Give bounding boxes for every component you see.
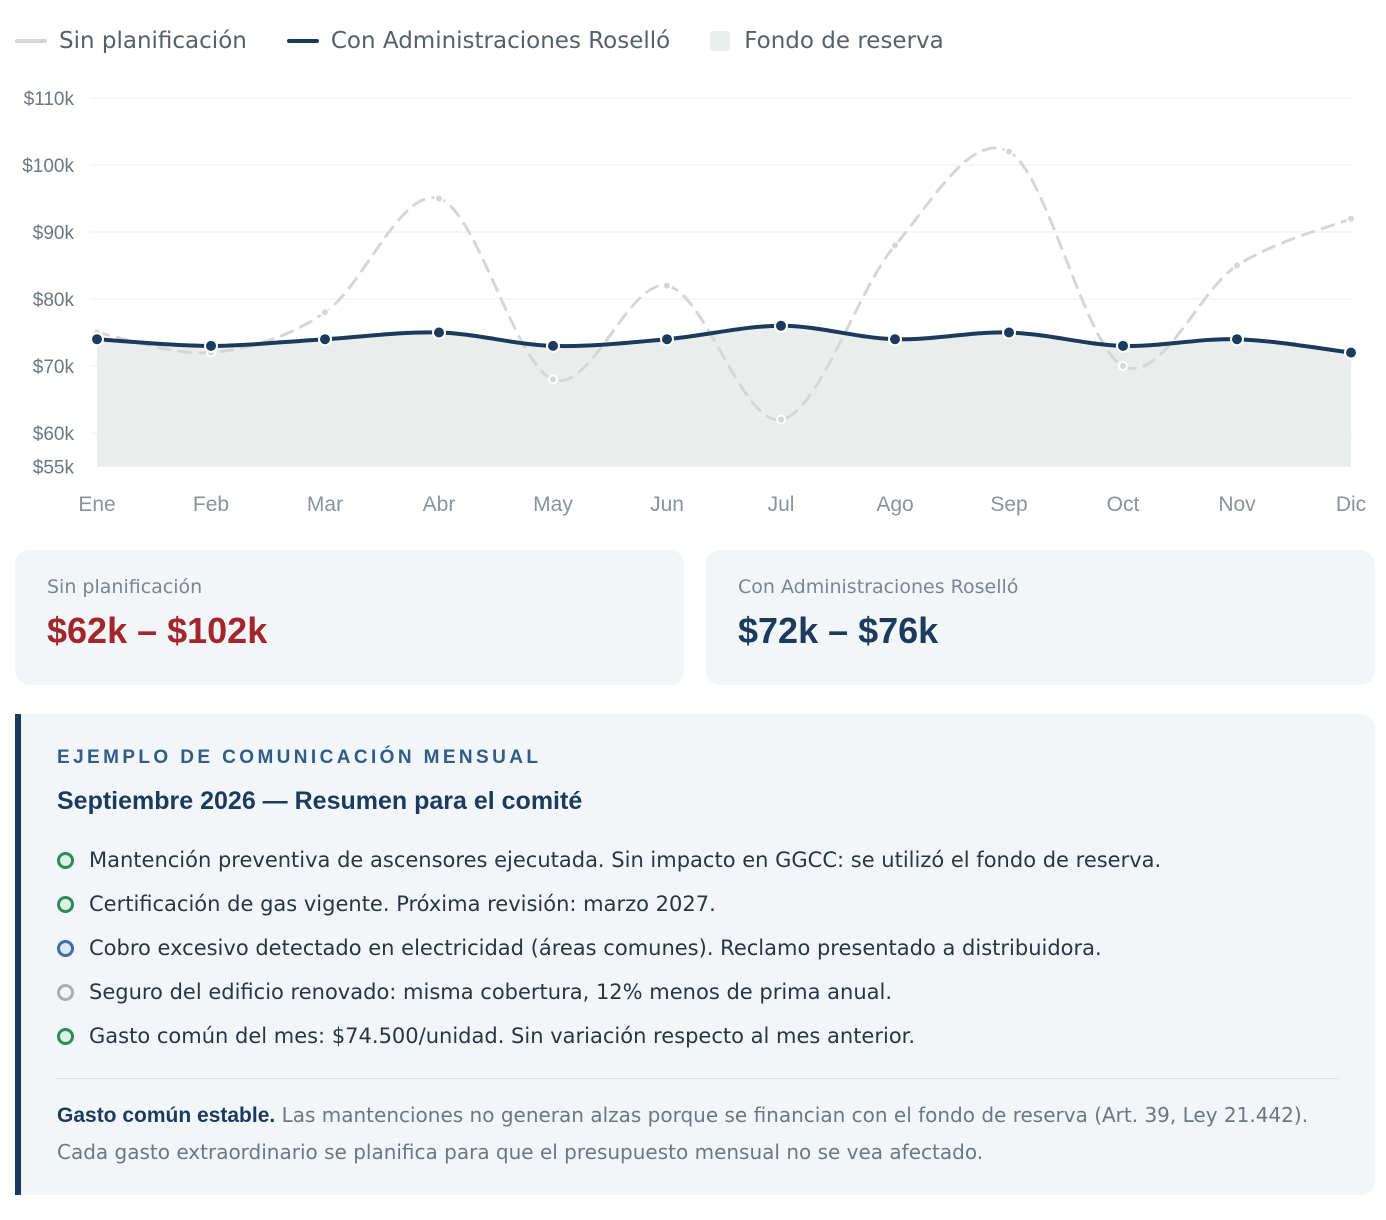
x-tick-label: Abr (423, 493, 456, 516)
legend-label: Fondo de reserva (744, 28, 944, 54)
y-tick-label: $70k (33, 357, 75, 378)
card-label: Sin planificación (47, 576, 203, 598)
line-chart: $110k $100k $90k $80k $70k $60k $55k Ene Feb Mar… (22, 89, 1366, 516)
y-tick-label: $60k (33, 424, 75, 445)
circle-status-icon (57, 939, 74, 957)
card-value-range: $72k – $76k (738, 610, 939, 651)
section-eyebrow: EJEMPLO DE COMUNICACIÓN MENSUAL (57, 747, 542, 768)
divider (57, 1078, 1339, 1079)
x-tick-label: Oct (1107, 493, 1140, 516)
card-label: Con Administraciones Roselló (738, 576, 1019, 598)
list-item-text: Gasto común del mes: $74.500/unidad. Sin… (89, 1024, 916, 1048)
x-tick-label: Mar (307, 493, 343, 516)
x-tick-label: Dic (1336, 493, 1366, 516)
card-value-range: $62k – $102k (47, 610, 268, 651)
list-item-text: Mantención preventiva de ascensores ejec… (89, 848, 1162, 872)
y-tick-label: $90k (33, 223, 75, 244)
legend-label: Con Administraciones Roselló (330, 28, 671, 54)
data-point-con-administraciones-rosello (432, 325, 446, 340)
data-point-con-administraciones-rosello (546, 338, 560, 353)
list-item-text: Seguro del edificio renovado: misma cobe… (89, 980, 893, 1004)
data-point-con-administraciones-rosello (888, 332, 902, 347)
legend-item-sin-planificacion[interactable]: Sin planificación (15, 28, 247, 54)
legend-swatch-sin-planificacion (15, 39, 47, 43)
series-line-con-administraciones-rosello (95, 323, 1353, 355)
data-point-con-administraciones-rosello (318, 332, 332, 347)
x-tick-label: Nov (1218, 493, 1256, 516)
reserve-area (97, 325, 1351, 467)
data-point-con-administraciones-rosello (1116, 338, 1130, 353)
summary-text: Las mantenciones no generan alzas porque… (57, 1103, 1309, 1164)
x-tick-label: Feb (193, 493, 229, 516)
data-point-con-administraciones-rosello (1002, 325, 1016, 340)
data-point-sin-planificacion (662, 280, 672, 291)
y-tick-label: $110k (24, 89, 75, 110)
legend-swatch-con-administraciones (286, 39, 319, 43)
data-point-sin-planificacion (1346, 213, 1356, 224)
data-point-con-administraciones-rosello (1230, 332, 1244, 347)
section-title: Septiembre 2026 — Resumen para el comité (57, 787, 583, 815)
circle-status-icon (57, 851, 74, 869)
summary-list: Mantención preventiva de ascensores ejec… (57, 838, 1339, 1058)
list-item-text: Certificación de gas vigente. Próxima re… (89, 892, 716, 916)
series-points (90, 146, 1358, 425)
summary-bold: Gasto común estable. (57, 1104, 276, 1127)
data-point-con-administraciones-rosello (204, 338, 218, 353)
y-axis: $110k $100k $90k $80k $70k $60k $55k (22, 89, 74, 479)
data-point-con-administraciones-rosello (660, 332, 674, 347)
list-item: Certificación de gas vigente. Próxima re… (57, 882, 1339, 926)
data-point-con-administraciones-rosello (90, 332, 104, 347)
chart-legend: Sin planificación Con Administraciones R… (15, 24, 984, 58)
x-tick-label: May (533, 493, 573, 516)
y-tick-label: $100k (22, 156, 74, 177)
data-point-sin-planificacion (1004, 146, 1014, 157)
data-point-sin-planificacion (1118, 361, 1128, 371)
y-tick-label: $55k (33, 458, 75, 479)
data-point-sin-planificacion (320, 307, 330, 318)
legend-item-fondo-reserva[interactable]: Fondo de reserva (710, 28, 944, 54)
circle-status-icon (57, 983, 74, 1001)
summary-paragraph: Gasto común estable. Las mantenciones no… (57, 1097, 1339, 1170)
data-point-con-administraciones-rosello (774, 318, 788, 333)
data-point-sin-planificacion (434, 193, 444, 204)
data-point-sin-planificacion (890, 240, 900, 251)
list-item: Mantención preventiva de ascensores ejec… (57, 838, 1339, 882)
list-item: Gasto común del mes: $74.500/unidad. Sin… (57, 1014, 1339, 1058)
data-point-con-administraciones-rosello (1344, 345, 1358, 360)
legend-swatch-fondo-reserva (710, 31, 731, 51)
x-tick-label: Ene (78, 493, 115, 516)
y-tick-label: $80k (33, 290, 75, 311)
data-point-sin-planificacion (1232, 260, 1242, 271)
legend-label: Sin planificación (59, 28, 247, 54)
x-tick-label: Jul (768, 493, 795, 516)
area-fondo-de-reserva (97, 325, 1351, 467)
circle-status-icon (57, 1027, 74, 1045)
card-con-administraciones: Con Administraciones Roselló $72k – $76k (706, 550, 1375, 685)
monthly-communication-example: EJEMPLO DE COMUNICACIÓN MENSUAL Septiemb… (15, 714, 1375, 1195)
circle-status-icon (57, 895, 74, 913)
data-point-sin-planificacion (548, 374, 558, 385)
list-item-text: Cobro excesivo detectado en electricidad… (89, 936, 1102, 960)
x-tick-label: Sep (990, 493, 1027, 516)
x-tick-label: Ago (876, 493, 913, 516)
data-point-sin-planificacion (776, 414, 786, 425)
card-sin-planificacion: Sin planificación $62k – $102k (15, 550, 684, 685)
list-item: Cobro excesivo detectado en electricidad… (57, 926, 1339, 970)
x-axis: Ene Feb Mar Abr May Jun Jul Ago Sep Oct Nov Dic (78, 493, 1366, 516)
legend-item-con-administraciones[interactable]: Con Administraciones Roselló (286, 28, 671, 54)
x-tick-label: Jun (650, 493, 684, 516)
list-item: Seguro del edificio renovado: misma cobe… (57, 970, 1339, 1014)
